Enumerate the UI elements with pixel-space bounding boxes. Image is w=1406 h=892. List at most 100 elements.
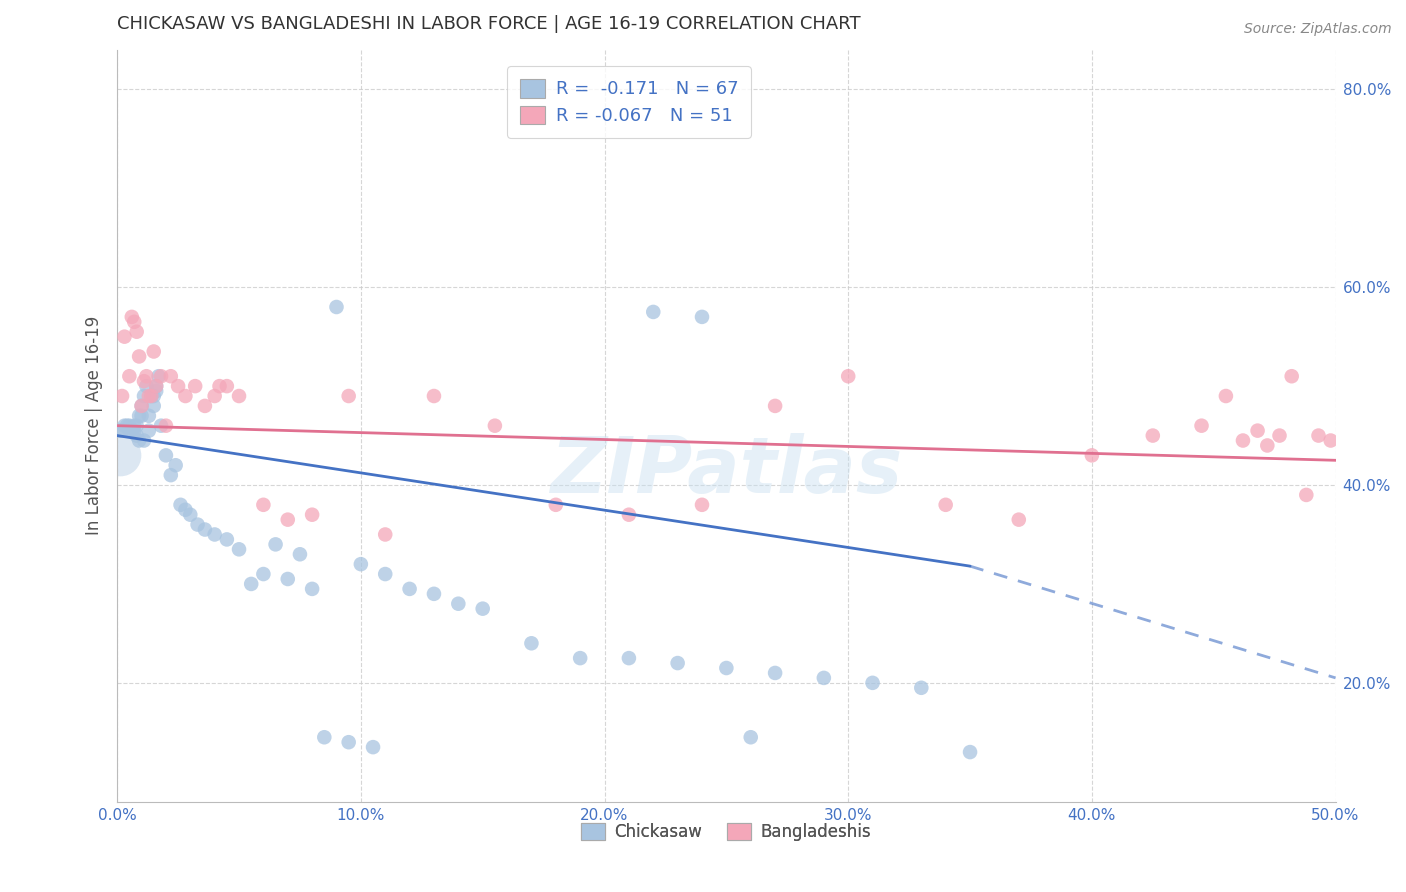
Point — [114, 418, 136, 433]
Point — [1215, 389, 1237, 403]
Point — [155, 418, 177, 433]
Point — [125, 325, 148, 339]
Point — [252, 498, 274, 512]
Point — [138, 409, 160, 423]
Point — [115, 418, 138, 433]
Point — [837, 369, 859, 384]
Point — [361, 740, 384, 755]
Point — [471, 601, 494, 615]
Point — [111, 424, 134, 438]
Point — [138, 424, 160, 438]
Point — [114, 329, 136, 343]
Point — [135, 369, 157, 384]
Point — [132, 389, 155, 403]
Point — [121, 310, 143, 324]
Point — [1081, 448, 1104, 462]
Point — [1319, 434, 1341, 448]
Point — [337, 735, 360, 749]
Point — [142, 399, 165, 413]
Point — [174, 502, 197, 516]
Point — [125, 428, 148, 442]
Point — [374, 567, 396, 582]
Point — [252, 567, 274, 582]
Point — [1256, 438, 1278, 452]
Point — [159, 468, 181, 483]
Point — [145, 384, 167, 398]
Point — [228, 542, 250, 557]
Point — [118, 369, 141, 384]
Point — [118, 424, 141, 438]
Point — [122, 418, 145, 433]
Point — [174, 389, 197, 403]
Point — [484, 418, 506, 433]
Point — [277, 572, 299, 586]
Point — [169, 498, 191, 512]
Point — [666, 656, 689, 670]
Point — [122, 424, 145, 438]
Point — [204, 527, 226, 541]
Point — [165, 458, 187, 473]
Point — [132, 374, 155, 388]
Point — [690, 498, 713, 512]
Point — [121, 424, 143, 438]
Point — [128, 350, 150, 364]
Point — [301, 508, 323, 522]
Point — [148, 369, 170, 384]
Point — [643, 305, 665, 319]
Point — [240, 577, 263, 591]
Point — [337, 389, 360, 403]
Point — [1268, 428, 1291, 442]
Point — [128, 434, 150, 448]
Point — [145, 379, 167, 393]
Point — [108, 448, 131, 462]
Y-axis label: In Labor Force | Age 16-19: In Labor Force | Age 16-19 — [86, 316, 103, 535]
Point — [187, 517, 209, 532]
Point — [544, 498, 567, 512]
Point — [350, 557, 373, 571]
Point — [194, 523, 217, 537]
Point — [142, 389, 165, 403]
Point — [862, 676, 884, 690]
Text: Source: ZipAtlas.com: Source: ZipAtlas.com — [1244, 22, 1392, 37]
Point — [122, 315, 145, 329]
Point — [150, 369, 173, 384]
Point — [617, 651, 640, 665]
Point — [763, 399, 786, 413]
Point — [131, 399, 153, 413]
Point — [569, 651, 592, 665]
Point — [215, 379, 238, 393]
Point — [141, 389, 163, 403]
Point — [132, 434, 155, 448]
Point — [716, 661, 738, 675]
Point — [204, 389, 226, 403]
Point — [277, 513, 299, 527]
Point — [118, 418, 141, 433]
Point — [145, 379, 167, 393]
Point — [447, 597, 470, 611]
Point — [1191, 418, 1213, 433]
Point — [128, 409, 150, 423]
Legend: Chickasaw, Bangladeshis: Chickasaw, Bangladeshis — [574, 814, 880, 849]
Point — [314, 731, 336, 745]
Point — [131, 409, 153, 423]
Point — [520, 636, 543, 650]
Text: ZIPatlas: ZIPatlas — [550, 433, 903, 508]
Point — [228, 389, 250, 403]
Point — [301, 582, 323, 596]
Point — [111, 389, 134, 403]
Point — [108, 424, 131, 438]
Point — [325, 300, 347, 314]
Point — [288, 547, 311, 561]
Text: CHICKASAW VS BANGLADESHI IN LABOR FORCE | AGE 16-19 CORRELATION CHART: CHICKASAW VS BANGLADESHI IN LABOR FORCE … — [117, 15, 860, 33]
Point — [159, 369, 181, 384]
Point — [184, 379, 207, 393]
Point — [690, 310, 713, 324]
Point — [155, 448, 177, 462]
Point — [215, 533, 238, 547]
Point — [763, 665, 786, 680]
Point — [150, 418, 173, 433]
Point — [910, 681, 932, 695]
Point — [141, 389, 163, 403]
Point — [1008, 513, 1031, 527]
Point — [1281, 369, 1303, 384]
